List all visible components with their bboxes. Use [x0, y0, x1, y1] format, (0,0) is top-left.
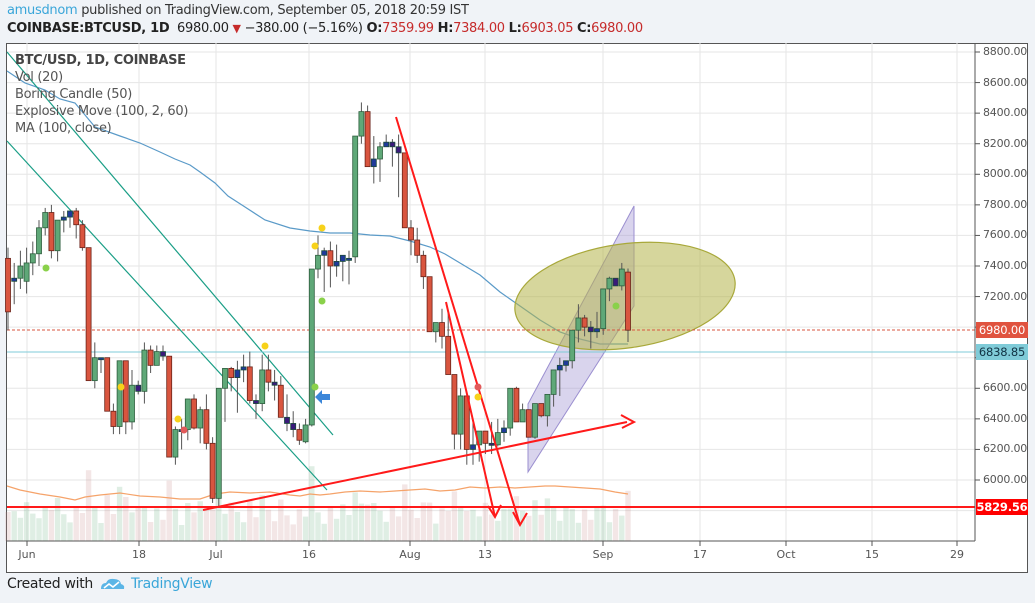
price-tick-label: 6600.00: [983, 381, 1028, 395]
open-value: 7359.99: [382, 21, 434, 36]
price-tick-label: 6000.00: [983, 473, 1028, 486]
price-tick-label: 7600.00: [983, 228, 1028, 242]
time-tick-label: 29: [950, 548, 964, 561]
price-tick-label: 8800.00: [983, 45, 1028, 58]
author-link[interactable]: amusdnom: [7, 3, 78, 18]
ma-price-tag: 6838.85: [976, 344, 1028, 360]
open-label: O:: [366, 21, 383, 36]
time-tick-label: 16: [302, 548, 316, 561]
time-tick-label: Jul: [209, 548, 223, 561]
price-tick-label: 8000.00: [983, 167, 1028, 181]
publish-text: published on TradingView.com, September …: [77, 3, 469, 18]
time-tick-label: 18: [132, 548, 146, 561]
legend-explosive-move[interactable]: Explosive Move (100, 2, 60): [15, 104, 189, 119]
close-label: C:: [577, 21, 592, 36]
high-value: 7384.00: [453, 21, 505, 36]
legend-ma[interactable]: MA (100, close): [15, 121, 112, 136]
publish-info: amusdnom published on TradingView.com, S…: [7, 3, 469, 18]
low-value: 6903.05: [521, 21, 574, 36]
last-price-tag: 6980.00: [976, 322, 1028, 338]
chart-legend: BTC/USD, 1D, COINBASE Vol (20) Boring Ca…: [15, 52, 188, 137]
price-tick-label: 7400.00: [983, 259, 1028, 272]
price-tick-label: 8200.00: [983, 136, 1028, 150]
tradingview-logo-icon: [100, 578, 125, 589]
high-label: H:: [437, 21, 454, 36]
indicator-dots: [42, 224, 620, 434]
highlight-ellipse: [514, 241, 736, 351]
legend-title[interactable]: BTC/USD, 1D, COINBASE: [15, 53, 186, 68]
price-tick-label: 7800.00: [983, 197, 1028, 211]
volume-ma-line: [6, 485, 629, 501]
low-label: L:: [508, 21, 522, 36]
trendline-upper: [6, 51, 334, 436]
left-arrow-icon: [315, 390, 330, 404]
legend-boring-candle[interactable]: Boring Candle (50): [15, 87, 133, 102]
price-tick-label: 8600.00: [983, 75, 1028, 89]
symbol-quote-line: COINBASE:BTCUSD, 1D 6980.00 ▼ −380.00 (−…: [7, 21, 643, 36]
created-with-label: Created with: [7, 576, 93, 592]
time-tick-label: 15: [865, 548, 879, 561]
time-tick-label: Oct: [776, 548, 796, 561]
price-tick-label: 7200.00: [983, 289, 1028, 303]
price-tick-label: 6400.00: [983, 411, 1028, 425]
time-tick-label: 13: [478, 548, 492, 561]
red-drawings: [202, 116, 637, 528]
footer: Created with TradingView: [7, 576, 213, 592]
legend-volume[interactable]: Vol (20): [15, 70, 63, 85]
time-tick-label: Aug: [399, 548, 421, 561]
close-value: 6980.00: [591, 21, 643, 36]
down-arrow-icon: ▼: [232, 22, 241, 35]
time-tick-label: Sep: [592, 548, 614, 561]
support-price-tag: 5829.56: [976, 499, 1028, 515]
price-tick-label: 6200.00: [983, 442, 1028, 456]
volume-bars: [5, 466, 631, 541]
time-tick-label: 17: [693, 548, 707, 561]
tradingview-link[interactable]: TradingView: [130, 576, 213, 592]
price-change: −380.00 (−5.16%): [244, 21, 363, 36]
symbol-label: COINBASE:BTCUSD, 1D: [7, 21, 170, 36]
price-tick-label: 8400.00: [983, 106, 1028, 120]
candlesticks: [5, 102, 631, 506]
trendline-lower: [6, 140, 328, 491]
last-price: 6980.00: [177, 21, 229, 36]
time-tick-label: Jun: [18, 548, 36, 561]
